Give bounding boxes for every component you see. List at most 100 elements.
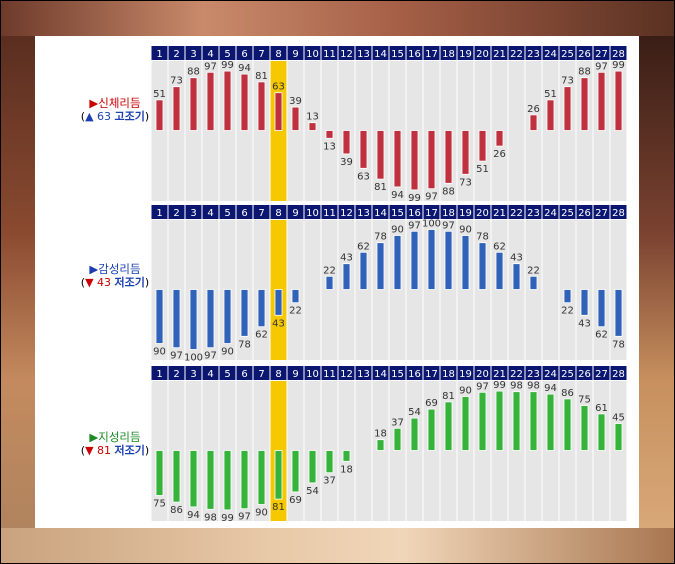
rhythm-bar — [223, 289, 232, 344]
emotional-rhythm-label: ▶감성리듬 (▼ 43 저조기) — [55, 262, 175, 290]
day-number: 25 — [561, 208, 574, 219]
day-header-cell — [559, 366, 576, 380]
rhythm-bar — [325, 275, 334, 290]
rhythm-bar — [461, 396, 470, 451]
day-header-cell — [151, 205, 168, 219]
rhythm-bar — [342, 450, 351, 462]
day-number: 18 — [442, 369, 455, 380]
day-number: 2 — [173, 49, 179, 60]
day-number: 28 — [612, 208, 625, 219]
day-column — [508, 220, 525, 360]
day-column — [389, 381, 406, 521]
bar-value-label: 73 — [561, 76, 574, 87]
rhythm-bar — [597, 71, 606, 131]
day-header-cell — [270, 205, 287, 219]
bar-value-label: 13 — [323, 141, 336, 152]
paren-close: ) — [144, 444, 150, 457]
bar-value-label: 73 — [170, 76, 183, 87]
day-number: 25 — [561, 369, 574, 380]
day-number: 7 — [258, 208, 264, 219]
bar-value-label: 97 — [238, 512, 251, 523]
day-number: 23 — [527, 208, 540, 219]
bar-value-label: 97 — [595, 61, 608, 72]
day-number: 11 — [323, 208, 336, 219]
bar-value-label: 90 — [153, 347, 166, 358]
day-column — [321, 220, 338, 360]
rhythm-name: 지성리듬 — [98, 430, 141, 444]
day-column — [185, 61, 202, 201]
day-number: 17 — [425, 369, 438, 380]
day-header-cell — [287, 205, 304, 219]
rhythm-bar — [546, 99, 555, 131]
rhythm-bar — [393, 235, 402, 290]
day-number: 4 — [207, 208, 213, 219]
rhythm-bar — [274, 450, 283, 500]
day-header-cell — [168, 366, 185, 380]
day-number: 6 — [241, 369, 247, 380]
day-number: 8 — [275, 49, 281, 60]
rhythm-bar — [529, 114, 538, 131]
rhythm-bar — [512, 263, 521, 290]
rhythm-bar — [206, 71, 215, 131]
day-column — [559, 381, 576, 521]
bar-value-label: 69 — [425, 398, 438, 409]
day-number: 24 — [544, 369, 557, 380]
day-header-cell — [576, 366, 593, 380]
day-number: 27 — [595, 208, 608, 219]
day-number: 13 — [357, 49, 370, 60]
bar-value-label: 90 — [391, 225, 404, 236]
day-number: 21 — [493, 49, 506, 60]
rhythm-bar — [444, 130, 453, 184]
day-column — [474, 220, 491, 360]
day-number: 26 — [578, 369, 591, 380]
day-column — [610, 61, 627, 201]
day-column — [508, 61, 525, 201]
rhythm-bar — [512, 391, 521, 451]
day-header-cell — [474, 46, 491, 60]
bar-value-label: 90 — [221, 347, 234, 358]
bar-value-label: 97 — [170, 351, 183, 362]
bar-value-label: 97 — [425, 192, 438, 203]
day-header-cell — [219, 46, 236, 60]
day-header-cell — [491, 366, 508, 380]
day-column — [542, 61, 559, 201]
rhythm-bar — [223, 450, 232, 511]
day-number: 3 — [190, 208, 196, 219]
arrow-right-icon: ▶ — [89, 96, 99, 110]
bar-value-label: 22 — [527, 265, 540, 276]
rhythm-bar — [597, 289, 606, 328]
day-number: 27 — [595, 369, 608, 380]
day-header-cell — [253, 366, 270, 380]
rhythm-bar — [478, 391, 487, 451]
day-number: 2 — [173, 208, 179, 219]
day-header-cell — [508, 46, 525, 60]
day-number: 23 — [527, 49, 540, 60]
day-header-cell — [270, 366, 287, 380]
day-number: 6 — [241, 49, 247, 60]
day-column — [525, 61, 542, 201]
bar-value-label: 26 — [527, 104, 540, 115]
day-header-cell — [185, 366, 202, 380]
day-header-cell — [304, 46, 321, 60]
paren-open: ( — [80, 276, 86, 289]
day-column — [355, 220, 372, 360]
day-number: 16 — [408, 208, 421, 219]
bar-value-label: 78 — [476, 232, 489, 243]
day-column — [576, 381, 593, 521]
day-header-cell — [542, 46, 559, 60]
rhythm-bar — [308, 450, 317, 484]
bar-value-label: 100 — [184, 353, 203, 364]
day-header-cell — [474, 366, 491, 380]
bar-value-label: 43 — [578, 318, 591, 329]
day-number: 20 — [476, 49, 489, 60]
bar-value-label: 99 — [493, 380, 506, 391]
day-number: 13 — [357, 208, 370, 219]
day-header-cell — [219, 366, 236, 380]
rhythm-bar — [240, 73, 249, 131]
day-number: 15 — [391, 369, 404, 380]
rhythm-bar — [240, 450, 249, 510]
bar-value-label: 45 — [612, 413, 625, 424]
rhythm-bar — [580, 289, 589, 316]
day-header-cell — [593, 205, 610, 219]
rhythm-bar — [461, 235, 470, 290]
